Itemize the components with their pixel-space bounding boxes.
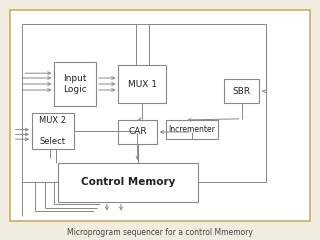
Bar: [166, 120, 218, 139]
Text: MUX 2

Select: MUX 2 Select: [39, 116, 66, 146]
Bar: [10, 10, 310, 221]
Text: Microprogram sequencer for a control Mmemory: Microprogram sequencer for a control Mme…: [67, 228, 253, 237]
Text: Control Memory: Control Memory: [81, 177, 175, 187]
Bar: [58, 163, 198, 202]
Bar: [224, 79, 259, 103]
Text: SBR: SBR: [233, 87, 251, 96]
Text: Input
Logic: Input Logic: [63, 74, 87, 94]
Text: Incrementer: Incrementer: [169, 125, 215, 134]
Text: MUX 1: MUX 1: [128, 79, 157, 89]
Text: CAR: CAR: [128, 127, 147, 137]
Bar: [118, 120, 157, 144]
Bar: [118, 65, 166, 103]
Bar: [32, 113, 74, 149]
Bar: [54, 62, 96, 106]
